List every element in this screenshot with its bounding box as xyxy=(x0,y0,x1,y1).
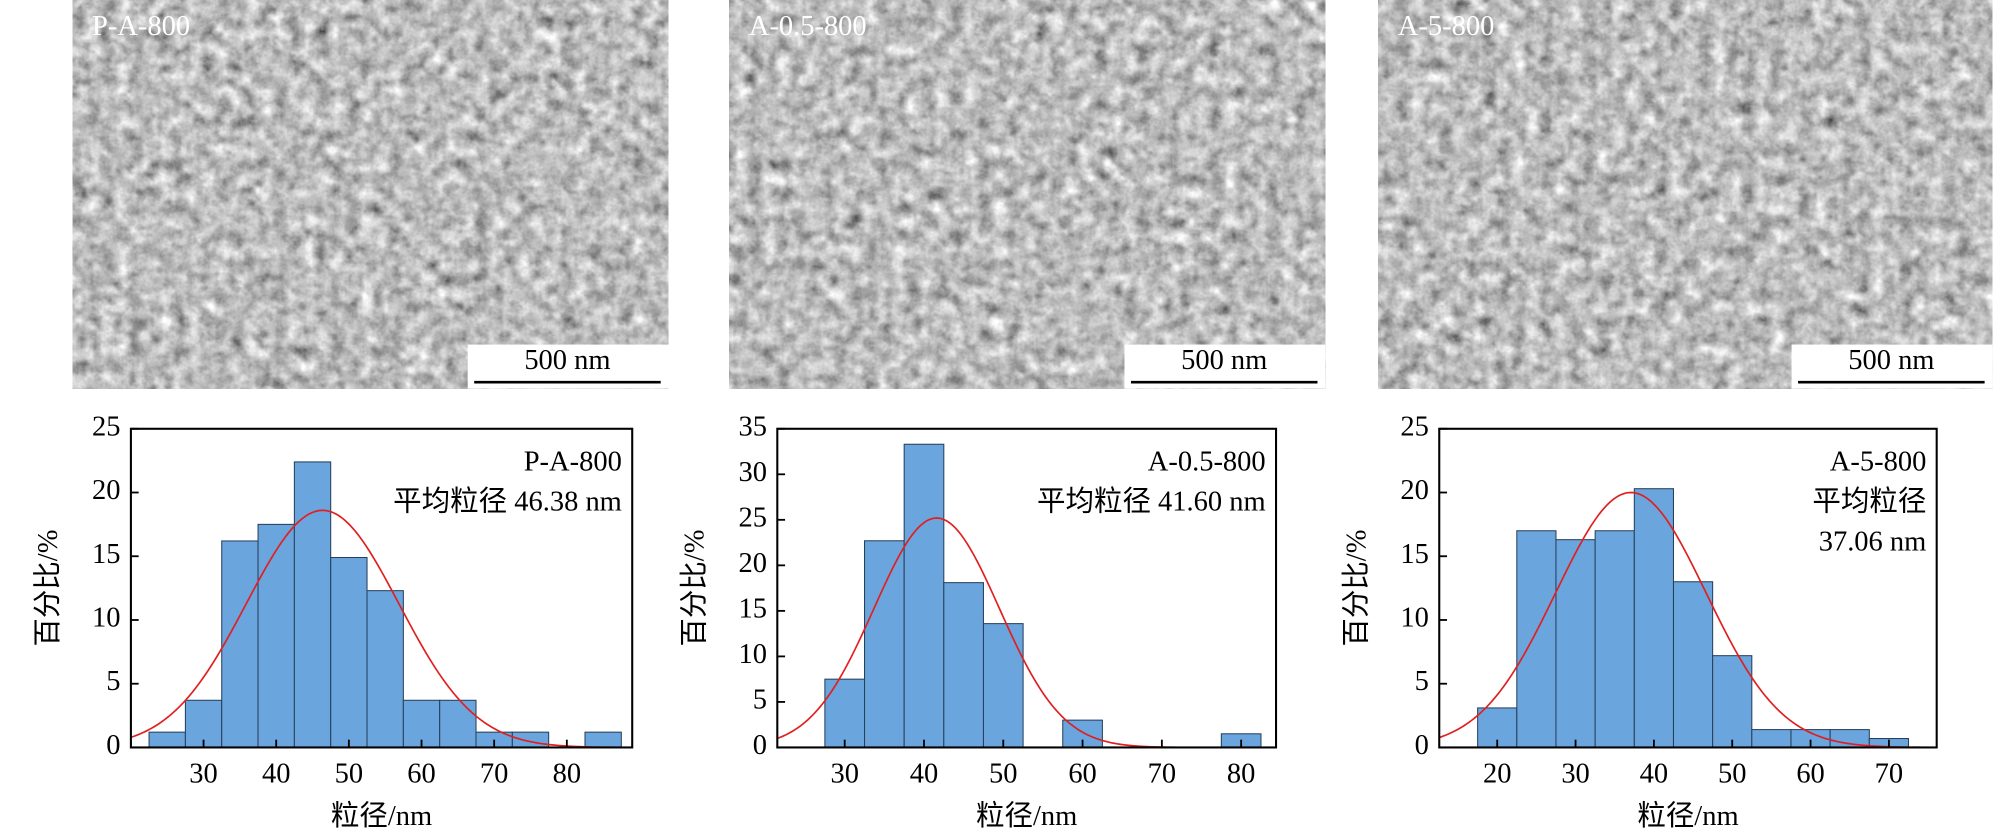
bar xyxy=(257,523,295,748)
x-tick-label: 80 xyxy=(1227,758,1255,789)
y-tick-label: 25 xyxy=(92,411,120,442)
x-tick-label: 60 xyxy=(1068,758,1096,789)
x-tick-label: 60 xyxy=(1796,758,1824,789)
annotation: 平均粒径 xyxy=(1812,485,1926,517)
x-axis-label: 粒径/nm xyxy=(976,800,1077,831)
sem-image xyxy=(72,0,669,389)
y-axis-label: 百分比/% xyxy=(679,530,711,647)
bar xyxy=(1672,581,1714,748)
plot-frame xyxy=(776,427,1278,749)
y-axis-label: 百分比/% xyxy=(32,530,64,647)
x-tick-label: 50 xyxy=(335,758,363,789)
bar xyxy=(402,699,441,748)
x-tick-label: 60 xyxy=(407,758,435,789)
x-tick-label: 80 xyxy=(553,758,581,789)
bar xyxy=(1594,530,1635,748)
bar xyxy=(1633,488,1674,748)
bar xyxy=(184,699,223,748)
bar xyxy=(511,731,550,748)
y-tick-label: 25 xyxy=(738,502,766,533)
plot-frame xyxy=(1438,427,1938,749)
x-tick-label: 20 xyxy=(1483,758,1511,789)
scale-bar-label: 500 nm xyxy=(524,345,610,376)
bar xyxy=(982,623,1024,748)
annotation: 37.06 nm xyxy=(1819,527,1927,558)
sem-image xyxy=(1378,0,1993,389)
bar xyxy=(1751,729,1792,748)
y-tick-label: 20 xyxy=(1400,475,1428,506)
y-tick-label: 10 xyxy=(738,639,766,670)
bar xyxy=(293,461,332,748)
bar xyxy=(943,582,984,748)
y-tick-label: 5 xyxy=(106,666,120,697)
bar xyxy=(864,540,905,748)
x-tick-label: 30 xyxy=(830,758,858,789)
bar xyxy=(366,590,404,748)
x-tick-label: 70 xyxy=(1875,758,1903,789)
y-tick-label: 15 xyxy=(738,593,766,624)
annotation: 平均粒径 46.38 nm xyxy=(393,485,622,517)
x-tick-label: 50 xyxy=(1718,758,1746,789)
x-tick-label: 50 xyxy=(989,758,1017,789)
bar xyxy=(330,557,368,748)
bar xyxy=(221,540,259,748)
x-tick-label: 40 xyxy=(262,758,290,789)
x-tick-label: 30 xyxy=(1561,758,1589,789)
y-tick-label: 5 xyxy=(753,684,767,715)
y-tick-label: 0 xyxy=(1415,730,1429,761)
y-tick-label: 10 xyxy=(1400,603,1428,634)
scale-bar-label: 500 nm xyxy=(1848,345,1934,376)
y-tick-label: 15 xyxy=(92,539,120,570)
y-tick-label: 25 xyxy=(1400,411,1428,442)
y-tick-label: 10 xyxy=(92,603,120,634)
y-axis-label: 百分比/% xyxy=(1340,530,1372,647)
annotation: 平均粒径 41.60 nm xyxy=(1037,485,1266,517)
annotation: P-A-800 xyxy=(524,446,622,477)
x-tick-label: 70 xyxy=(1148,758,1176,789)
bar xyxy=(148,731,186,748)
x-tick-label: 40 xyxy=(1640,758,1668,789)
image-label: A-0.5-800 xyxy=(749,11,867,42)
x-tick-label: 30 xyxy=(189,758,217,789)
y-tick-label: 15 xyxy=(1400,539,1428,570)
bar xyxy=(1516,530,1557,748)
bar xyxy=(1555,539,1596,748)
image-label: P-A-800 xyxy=(92,11,190,42)
annotation: A-0.5-800 xyxy=(1148,446,1266,477)
bar xyxy=(903,443,945,748)
annotation: A-5-800 xyxy=(1830,446,1927,477)
plot-frame xyxy=(129,427,634,749)
bar xyxy=(439,699,477,748)
scale-bar-label: 500 nm xyxy=(1181,345,1267,376)
x-tick-label: 70 xyxy=(480,758,508,789)
image-label: A-5-800 xyxy=(1398,11,1495,42)
sem-image xyxy=(729,0,1326,389)
y-tick-label: 20 xyxy=(92,475,120,506)
y-tick-label: 0 xyxy=(106,730,120,761)
fit-curve xyxy=(130,509,633,749)
y-tick-label: 20 xyxy=(738,548,766,579)
y-tick-label: 5 xyxy=(1415,666,1429,697)
x-axis-label: 粒径/nm xyxy=(1637,800,1738,831)
x-tick-label: 40 xyxy=(910,758,938,789)
x-axis-label: 粒径/nm xyxy=(331,800,432,831)
bar xyxy=(824,678,866,748)
fit-curve xyxy=(1438,491,1937,749)
y-tick-label: 35 xyxy=(738,411,766,442)
y-tick-label: 30 xyxy=(738,457,766,488)
y-tick-label: 0 xyxy=(753,730,767,761)
bar xyxy=(584,731,622,748)
